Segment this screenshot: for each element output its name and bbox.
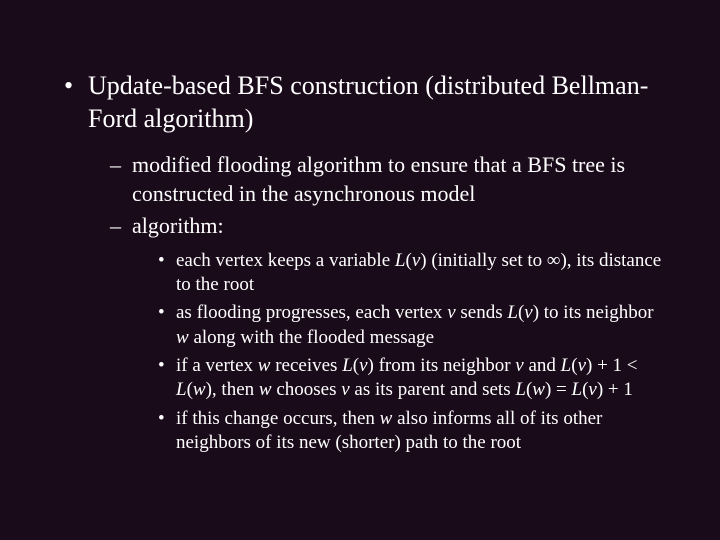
text-run: if this change occurs, then (176, 408, 380, 429)
var-w: w (380, 408, 393, 429)
text-run: receives (270, 355, 342, 376)
var-w: w (176, 327, 189, 348)
text-run: ) from its neighbor (368, 355, 516, 376)
var-v: v (341, 379, 349, 400)
var-L: L (176, 379, 187, 400)
var-v: v (412, 250, 420, 271)
text-run: ), then (206, 379, 259, 400)
var-v: v (447, 302, 455, 323)
text-run: if a vertex (176, 355, 258, 376)
var-w: w (193, 379, 206, 400)
var-v: v (588, 379, 596, 400)
var-L: L (395, 250, 406, 271)
text-run: each vertex keeps a variable (176, 250, 395, 271)
bullet-level2: modified flooding algorithm to ensure th… (110, 151, 670, 208)
var-L: L (561, 355, 572, 376)
level2-text: algorithm: (132, 213, 224, 238)
var-v: v (524, 302, 532, 323)
var-v: v (359, 355, 367, 376)
level2-text: modified flooding algorithm to ensure th… (132, 152, 625, 206)
var-L: L (572, 379, 583, 400)
var-w: w (259, 379, 272, 400)
bullet-level3: if a vertex w receives L(v) from its nei… (156, 354, 670, 403)
text-run: ) + 1 (597, 379, 633, 400)
bullet-level3: as flooding progresses, each vertex v se… (156, 301, 670, 350)
text-run: ) = (545, 379, 572, 400)
bullet-level1: Update-based BFS construction (distribut… (60, 70, 670, 135)
text-run: chooses (272, 379, 342, 400)
text-run: as its parent and sets (350, 379, 516, 400)
text-run: ) to its neighbor (533, 302, 654, 323)
text-run: as flooding progresses, each vertex (176, 302, 447, 323)
level2-container: modified flooding algorithm to ensure th… (60, 151, 670, 241)
var-L: L (342, 355, 353, 376)
var-w: w (532, 379, 545, 400)
var-w: w (258, 355, 271, 376)
bullet-level3: each vertex keeps a variable L(v) (initi… (156, 249, 670, 298)
text-run: along with the flooded message (189, 327, 434, 348)
text-run: and (524, 355, 561, 376)
level1-text: Update-based BFS construction (distribut… (88, 71, 648, 133)
bullet-level2: algorithm: (110, 212, 670, 241)
bullet-level3: if this change occurs, then w also infor… (156, 407, 670, 456)
level3-container: each vertex keeps a variable L(v) (initi… (60, 249, 670, 456)
text-run: sends (456, 302, 508, 323)
text-run: ) + 1 < (586, 355, 638, 376)
var-L: L (515, 379, 526, 400)
var-L: L (507, 302, 518, 323)
var-v: v (515, 355, 523, 376)
var-v: v (578, 355, 586, 376)
